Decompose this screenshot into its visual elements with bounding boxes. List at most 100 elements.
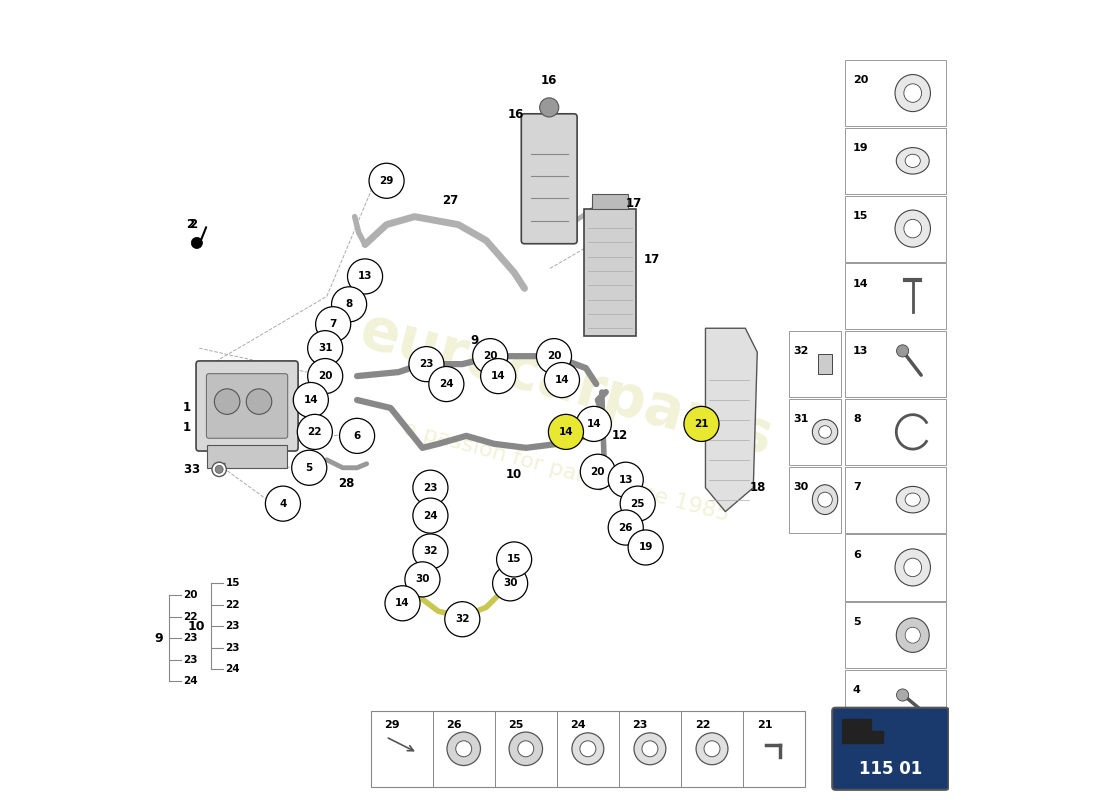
Circle shape	[308, 358, 343, 394]
Circle shape	[628, 530, 663, 565]
Text: 3: 3	[191, 463, 199, 476]
Circle shape	[429, 366, 464, 402]
Ellipse shape	[896, 486, 929, 513]
Text: 32: 32	[424, 546, 438, 557]
Circle shape	[214, 389, 240, 414]
Bar	[845, 263, 946, 330]
Circle shape	[385, 586, 420, 621]
Text: 32: 32	[455, 614, 470, 624]
Text: 20: 20	[318, 371, 332, 381]
Text: 5: 5	[306, 462, 312, 473]
Circle shape	[368, 163, 404, 198]
Text: eurocarparts: eurocarparts	[353, 302, 779, 466]
Ellipse shape	[572, 733, 604, 765]
Text: 24: 24	[226, 665, 240, 674]
Text: 10: 10	[506, 468, 522, 481]
Text: 23: 23	[226, 643, 240, 653]
Text: 14: 14	[559, 427, 573, 437]
Circle shape	[405, 562, 440, 597]
Text: 115 01: 115 01	[859, 760, 922, 778]
Text: 19: 19	[852, 143, 869, 153]
Circle shape	[540, 98, 559, 117]
Text: 2: 2	[186, 218, 195, 231]
Ellipse shape	[812, 419, 838, 444]
Text: 11: 11	[395, 603, 410, 616]
Circle shape	[684, 406, 719, 442]
Text: 9: 9	[470, 334, 478, 346]
Text: 9: 9	[154, 632, 163, 645]
Circle shape	[191, 238, 202, 249]
Circle shape	[412, 498, 448, 533]
Ellipse shape	[905, 493, 921, 506]
Bar	[845, 195, 946, 262]
Bar	[845, 534, 946, 601]
Text: 20: 20	[591, 466, 605, 477]
Circle shape	[620, 486, 656, 521]
Text: 23: 23	[424, 482, 438, 493]
Circle shape	[409, 346, 444, 382]
Text: 23: 23	[632, 721, 648, 730]
Text: 14: 14	[304, 395, 318, 405]
Text: 24: 24	[571, 721, 586, 730]
Circle shape	[581, 454, 615, 490]
FancyBboxPatch shape	[196, 361, 298, 451]
Text: 24: 24	[439, 379, 453, 389]
Text: 31: 31	[318, 343, 332, 353]
Text: 8: 8	[345, 299, 353, 310]
Text: 26: 26	[618, 522, 632, 533]
Circle shape	[412, 470, 448, 506]
Circle shape	[544, 362, 580, 398]
Bar	[845, 331, 946, 398]
Circle shape	[348, 259, 383, 294]
Text: 10: 10	[187, 620, 205, 633]
Text: 15: 15	[226, 578, 240, 588]
Text: 12: 12	[613, 430, 628, 442]
Circle shape	[265, 486, 300, 521]
Circle shape	[608, 510, 644, 545]
Text: 24: 24	[184, 677, 198, 686]
Text: 22: 22	[308, 427, 322, 437]
Circle shape	[216, 466, 223, 474]
Text: 20: 20	[852, 75, 868, 86]
Text: 3: 3	[183, 463, 191, 476]
Text: 30: 30	[503, 578, 517, 588]
Ellipse shape	[704, 741, 720, 757]
Circle shape	[308, 330, 343, 366]
Text: 28: 28	[339, 478, 355, 490]
Circle shape	[246, 389, 272, 414]
Text: 24: 24	[424, 510, 438, 521]
Circle shape	[292, 450, 327, 486]
Text: 23: 23	[184, 655, 198, 665]
Text: 15: 15	[852, 211, 868, 221]
Bar	[845, 670, 946, 736]
Text: 21: 21	[694, 419, 708, 429]
Circle shape	[473, 338, 508, 374]
Text: a passion for parts since 1985: a passion for parts since 1985	[400, 418, 732, 525]
Text: 7: 7	[330, 319, 337, 330]
Bar	[845, 399, 946, 465]
Circle shape	[294, 382, 329, 418]
Text: 25: 25	[508, 721, 524, 730]
Ellipse shape	[895, 74, 931, 111]
FancyBboxPatch shape	[833, 708, 948, 790]
Circle shape	[496, 542, 531, 577]
Polygon shape	[705, 328, 757, 512]
Bar	[845, 602, 946, 668]
Text: 22: 22	[184, 612, 198, 622]
Ellipse shape	[896, 618, 929, 652]
Text: 13: 13	[852, 346, 868, 356]
Ellipse shape	[580, 741, 596, 757]
Circle shape	[537, 338, 572, 374]
Text: 30: 30	[793, 482, 808, 492]
Circle shape	[331, 286, 366, 322]
Text: 2: 2	[189, 218, 198, 231]
Circle shape	[316, 306, 351, 342]
Ellipse shape	[509, 732, 542, 766]
Ellipse shape	[818, 426, 832, 438]
Text: 1: 1	[183, 402, 191, 414]
Text: 17: 17	[645, 253, 660, 266]
Ellipse shape	[455, 741, 472, 757]
Text: 23: 23	[419, 359, 433, 369]
FancyBboxPatch shape	[521, 114, 578, 244]
Text: 22: 22	[226, 600, 240, 610]
